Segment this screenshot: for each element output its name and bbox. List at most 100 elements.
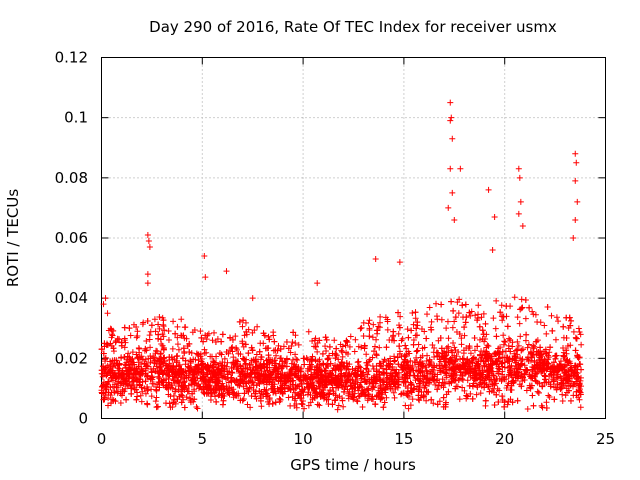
data-point [435, 350, 442, 357]
data-point [327, 387, 334, 394]
data-point [500, 341, 507, 348]
data-point [543, 404, 550, 411]
data-point [424, 311, 431, 318]
data-point [548, 312, 555, 319]
data-point [529, 363, 536, 370]
data-point [133, 351, 140, 358]
data-point [445, 388, 452, 395]
data-point [434, 386, 441, 393]
data-point [390, 328, 397, 335]
data-point [213, 353, 220, 360]
data-point [118, 392, 125, 399]
data-point [128, 390, 135, 397]
data-point [436, 367, 443, 374]
data-point [560, 323, 567, 330]
data-point [443, 370, 450, 377]
data-point [515, 342, 522, 349]
data-point [377, 362, 384, 369]
data-point [307, 399, 314, 406]
data-point [275, 342, 282, 349]
y-tick-label: 0.12 [55, 49, 88, 67]
data-point [497, 309, 504, 316]
data-point [554, 363, 561, 370]
data-point [125, 370, 132, 377]
data-point [129, 349, 136, 356]
data-point [428, 318, 435, 325]
data-point [477, 376, 484, 383]
data-point [531, 373, 538, 380]
data-point [172, 371, 179, 378]
data-point [233, 345, 240, 352]
data-point [153, 347, 160, 354]
data-point [349, 366, 356, 373]
data-point [515, 165, 522, 172]
x-tick-label: 20 [495, 430, 514, 448]
data-point [553, 352, 560, 359]
data-point [133, 396, 140, 403]
data-point [373, 336, 380, 343]
data-point [402, 342, 409, 349]
data-point [383, 344, 390, 351]
data-point [134, 332, 141, 339]
data-points [98, 99, 585, 413]
axis-ticks: 0 5 10 15 20 25 0 0.02 0.04 0.06 0.08 0.1 0.12 [55, 49, 615, 449]
data-point [155, 335, 162, 342]
data-point [287, 402, 294, 409]
data-point [440, 394, 447, 401]
data-point [572, 362, 579, 369]
data-point [539, 367, 546, 374]
data-point [280, 343, 287, 350]
data-point [200, 389, 207, 396]
data-point [519, 346, 526, 353]
data-point [258, 403, 265, 410]
data-point [226, 391, 233, 398]
data-point [525, 358, 532, 364]
x-axis-label: GPS time / hours [290, 456, 416, 474]
data-point [345, 392, 352, 399]
data-point [447, 117, 454, 124]
data-point [270, 332, 277, 339]
data-point [461, 387, 468, 394]
data-point [451, 216, 458, 223]
data-point [179, 392, 186, 399]
data-point [249, 379, 256, 386]
data-point [517, 198, 524, 205]
data-point [181, 379, 188, 386]
data-point [186, 395, 193, 402]
data-point [356, 363, 363, 370]
data-point [533, 362, 540, 369]
data-point [572, 347, 579, 354]
data-point [262, 374, 269, 381]
data-point [543, 399, 550, 406]
data-point [253, 382, 260, 389]
data-point [105, 402, 112, 409]
data-point [366, 325, 373, 332]
data-point [202, 332, 209, 339]
data-point [274, 368, 281, 375]
data-point [129, 374, 136, 381]
data-point [404, 392, 411, 399]
data-point [411, 385, 418, 392]
data-point [156, 314, 163, 321]
data-point [472, 312, 479, 319]
data-point [147, 365, 154, 372]
data-point [319, 350, 326, 357]
data-point [182, 357, 189, 364]
data-point [573, 388, 580, 395]
data-point [490, 315, 497, 322]
data-point [241, 375, 248, 382]
data-point [412, 309, 419, 316]
data-point [278, 355, 285, 362]
data-point [482, 335, 489, 342]
data-point [578, 366, 585, 373]
data-point [448, 298, 455, 305]
data-point [542, 373, 549, 380]
data-point [391, 353, 398, 360]
data-point [147, 359, 154, 366]
data-point [410, 321, 417, 328]
data-point [165, 380, 172, 387]
data-point [391, 337, 398, 344]
data-point [552, 336, 559, 343]
data-point [455, 310, 462, 317]
data-point [536, 357, 543, 364]
